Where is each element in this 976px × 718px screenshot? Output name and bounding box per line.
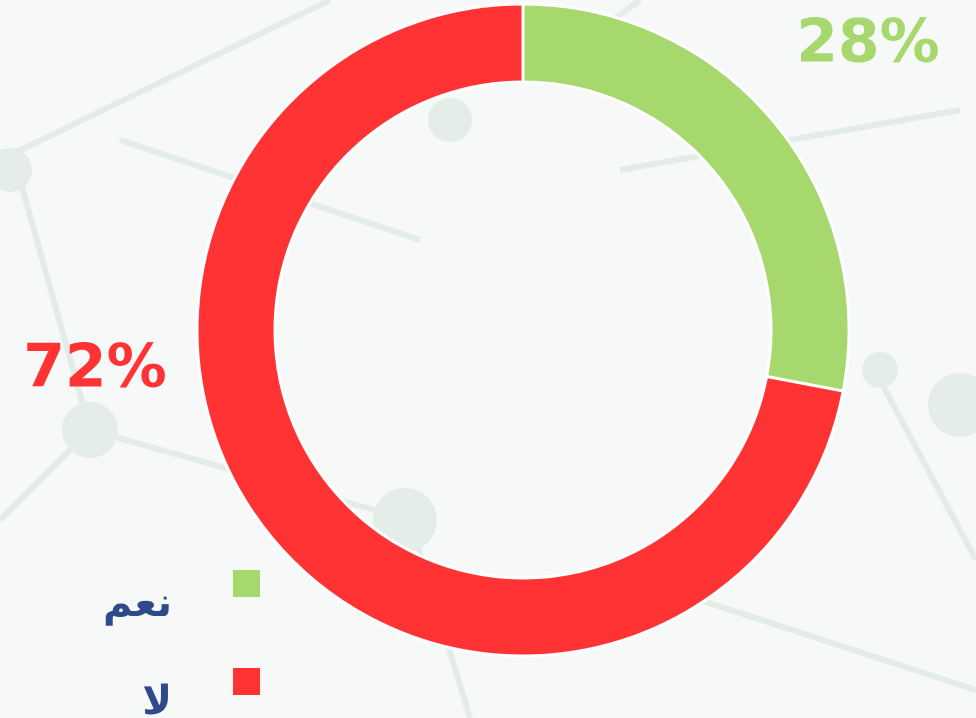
value-label: 72% xyxy=(23,332,167,402)
legend-label: لا xyxy=(142,678,172,718)
legend-swatch xyxy=(233,570,260,597)
chart: 28% 72% نعم لا xyxy=(0,0,976,718)
value-label: 28% xyxy=(796,7,940,77)
legend-swatch xyxy=(233,668,260,695)
legend-label: نعم xyxy=(103,580,172,626)
